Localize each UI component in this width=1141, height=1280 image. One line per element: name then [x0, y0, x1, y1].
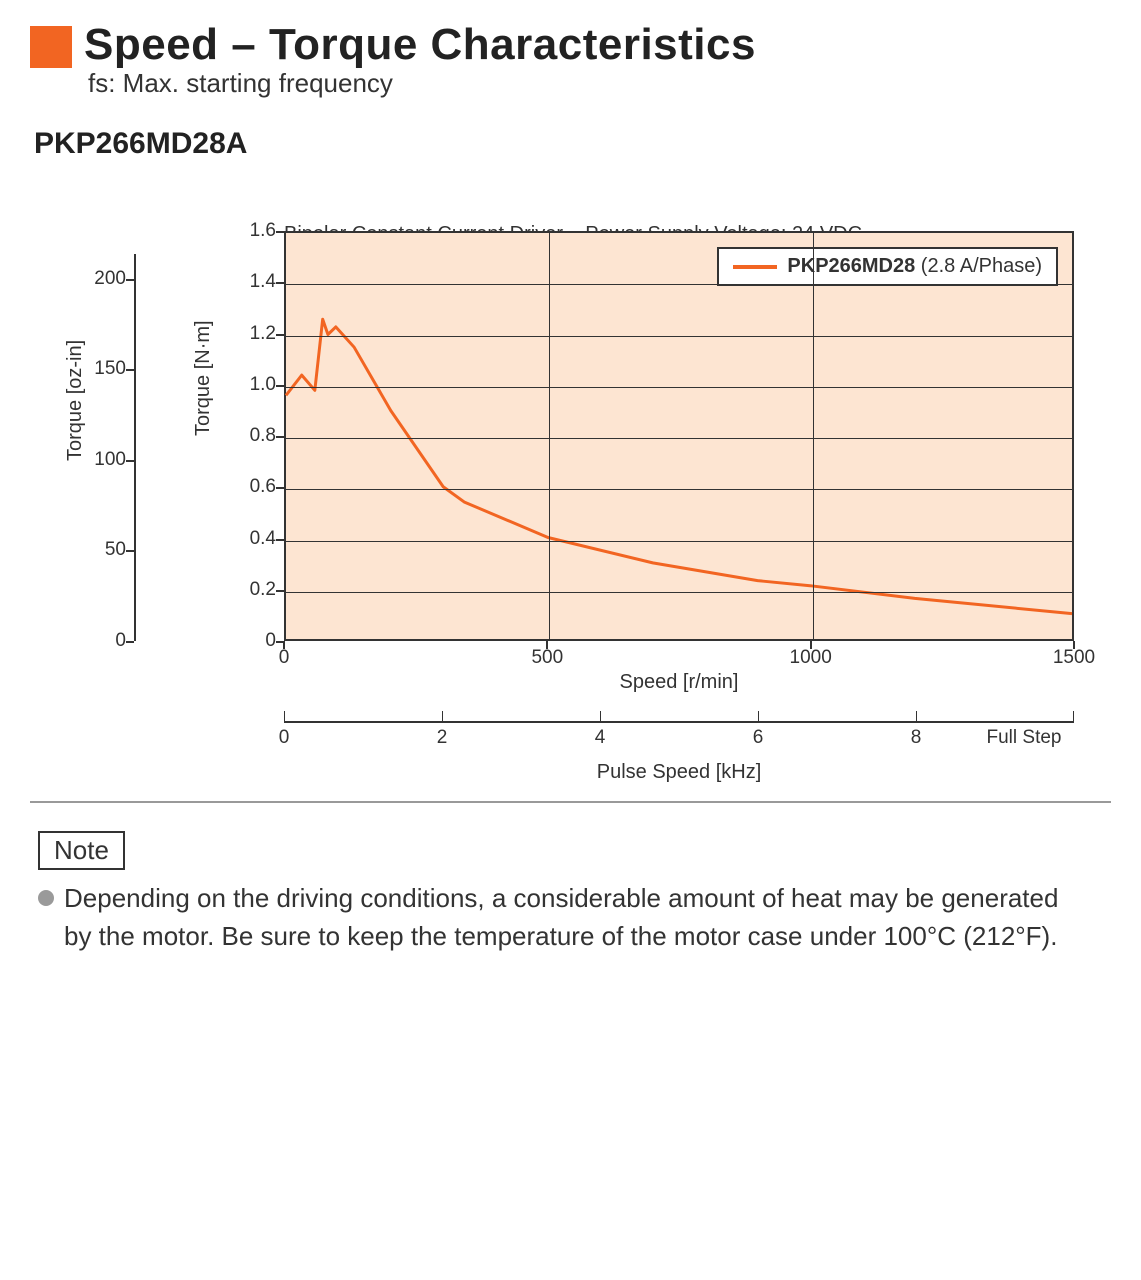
y-nm-tick-label: 1.4	[230, 271, 276, 293]
note-text: Depending on the driving conditions, a c…	[64, 880, 1084, 955]
y-oz-tick-label: 200	[70, 268, 126, 290]
y-nm-tick	[276, 385, 284, 387]
x2-tick	[916, 711, 917, 723]
y-nm-tick-label: 1.6	[230, 220, 276, 242]
y-nm-tick-label: 0.6	[230, 476, 276, 498]
x-tick	[283, 641, 285, 649]
y-oz-tick-label: 0	[70, 630, 126, 652]
x-tick	[546, 641, 548, 649]
y-axis-nm-title: Torque [N·m]	[192, 320, 215, 436]
x2-tick	[284, 711, 285, 723]
x2-fullstep-label: Full Step	[987, 727, 1062, 749]
x2-tick-label: 2	[437, 727, 448, 749]
y-nm-tick-label: 0.8	[230, 425, 276, 447]
x2-tick-label: 4	[595, 727, 606, 749]
y-nm-tick	[276, 487, 284, 489]
y-nm-tick	[276, 282, 284, 284]
model-code: PKP266MD28A	[34, 127, 1111, 161]
y-nm-tick-label: 1.2	[230, 323, 276, 345]
x-tick-label: 0	[279, 647, 290, 669]
grid-line-h	[286, 541, 1072, 542]
y-nm-tick	[276, 539, 284, 541]
x2-tick-label: 0	[279, 727, 290, 749]
x-tick-label: 500	[531, 647, 563, 669]
grid-line-v	[813, 233, 814, 639]
y-nm-tick	[276, 590, 284, 592]
y-nm-tick-label: 1.0	[230, 374, 276, 396]
grid-line-v	[549, 233, 550, 639]
x2-axis-title: Pulse Speed [kHz]	[597, 761, 762, 784]
grid-line-h	[286, 489, 1072, 490]
y-nm-tick	[276, 436, 284, 438]
x2-tick	[600, 711, 601, 723]
page-subtitle: fs: Max. starting frequency	[88, 68, 756, 99]
y-nm-tick-label: 0.4	[230, 528, 276, 550]
grid-line-h	[286, 284, 1072, 285]
x-tick	[810, 641, 812, 649]
grid-line-h	[286, 592, 1072, 593]
note-body: Depending on the driving conditions, a c…	[38, 880, 1111, 955]
x2-tick	[758, 711, 759, 723]
grid-line-h	[286, 336, 1072, 337]
torque-curve	[286, 319, 1072, 613]
axes-layer: PKP266MD28 (2.8 A/Phase) Torque [N·m] To…	[34, 221, 1114, 741]
x2-tick	[442, 711, 443, 723]
y-oz-tick	[126, 369, 134, 371]
separator	[30, 801, 1111, 803]
torque-speed-chart: Bipolar Constant Current Driver Power Su…	[34, 221, 1114, 741]
grid-line-h	[286, 387, 1072, 388]
x2-tick-label: 6	[753, 727, 764, 749]
y-nm-tick	[276, 231, 284, 233]
accent-square	[30, 26, 72, 68]
x2-tick-label: 8	[911, 727, 922, 749]
y-oz-tick	[126, 641, 134, 643]
plot-area: PKP266MD28 (2.8 A/Phase)	[284, 231, 1074, 641]
grid-line-h	[286, 438, 1072, 439]
ozin-axis-line	[134, 254, 136, 641]
y-oz-tick	[126, 550, 134, 552]
x2-tick	[1073, 711, 1074, 723]
x-tick-label: 1500	[1053, 647, 1095, 669]
y-oz-tick-label: 50	[70, 539, 126, 561]
y-nm-tick	[276, 334, 284, 336]
x-tick	[1073, 641, 1075, 649]
y-oz-tick-label: 150	[70, 358, 126, 380]
pulse-axis-line	[284, 721, 1074, 723]
y-oz-tick-label: 100	[70, 449, 126, 471]
note-header: Note	[38, 831, 1111, 870]
y-nm-tick-label: 0	[230, 630, 276, 652]
y-nm-tick-label: 0.2	[230, 579, 276, 601]
page-title: Speed – Torque Characteristics	[84, 20, 756, 70]
x-tick-label: 1000	[790, 647, 832, 669]
note-label: Note	[38, 831, 125, 870]
x-axis-title: Speed [r/min]	[620, 671, 739, 694]
bullet-icon	[38, 890, 54, 906]
y-oz-tick	[126, 279, 134, 281]
curve-svg	[286, 233, 1072, 639]
header: Speed – Torque Characteristics fs: Max. …	[30, 20, 1111, 99]
y-oz-tick	[126, 460, 134, 462]
